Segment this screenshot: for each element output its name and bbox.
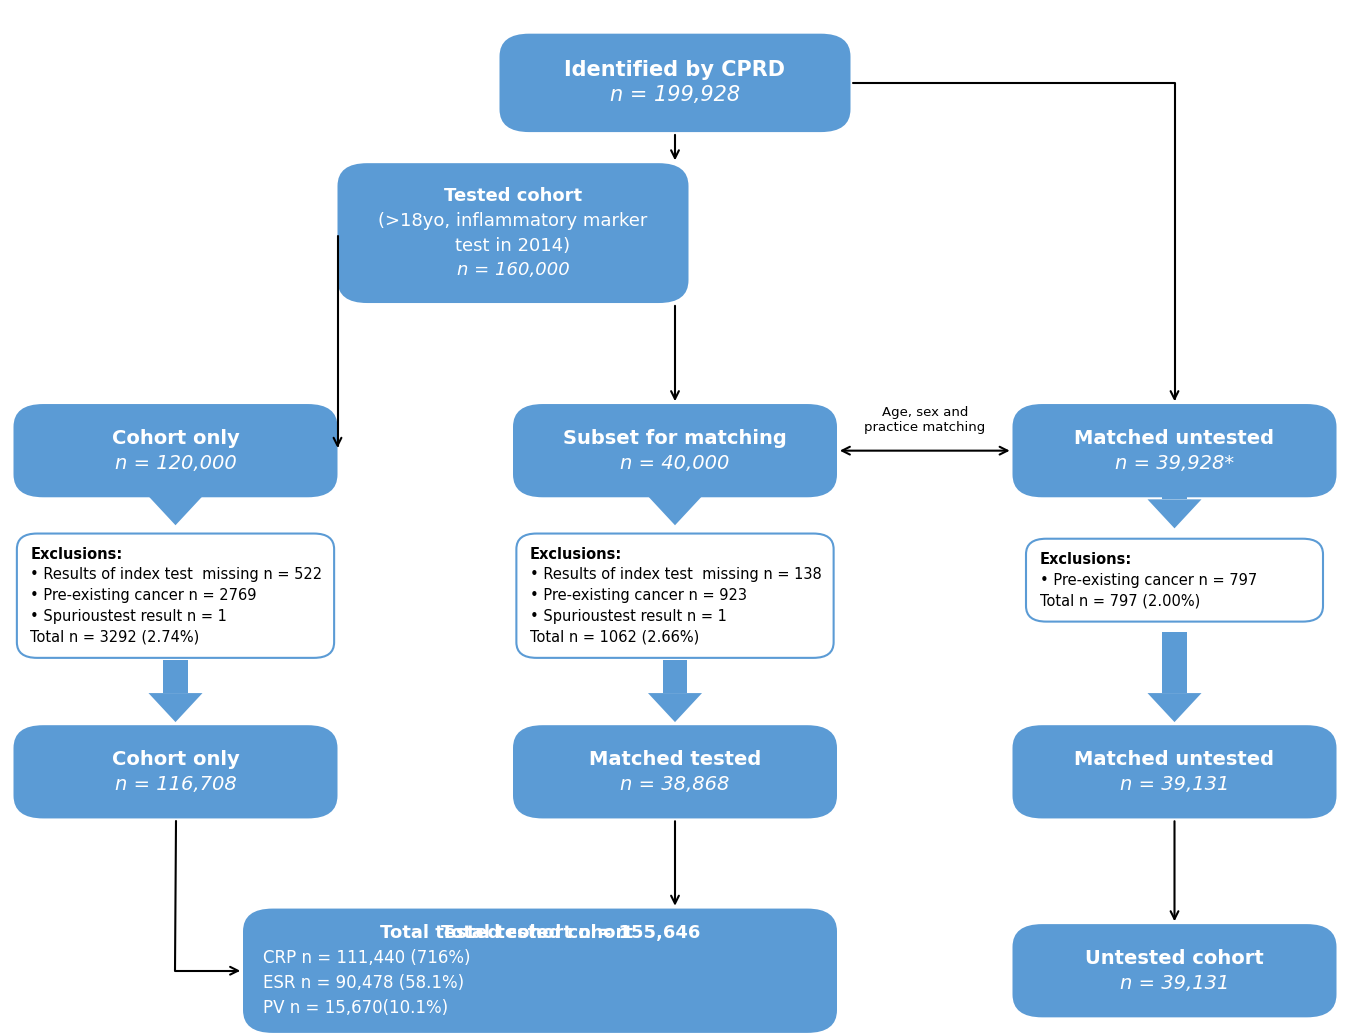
Text: n = 40,000: n = 40,000 bbox=[620, 454, 730, 472]
Text: ESR n = 90,478 (58.1%): ESR n = 90,478 (58.1%) bbox=[263, 974, 464, 992]
Text: Total n = 797 (2.00%): Total n = 797 (2.00%) bbox=[1040, 594, 1200, 608]
Text: n = 39,928*: n = 39,928* bbox=[1115, 454, 1234, 472]
Text: • Pre-existing cancer n = 923: • Pre-existing cancer n = 923 bbox=[529, 588, 747, 603]
FancyBboxPatch shape bbox=[516, 534, 833, 658]
Text: Tested cohort: Tested cohort bbox=[444, 186, 582, 205]
Text: • Spurioustest result n = 1: • Spurioustest result n = 1 bbox=[529, 609, 726, 624]
Text: n = 39,131: n = 39,131 bbox=[1119, 775, 1230, 794]
Polygon shape bbox=[1148, 693, 1202, 722]
Text: n = 160,000: n = 160,000 bbox=[456, 261, 570, 280]
FancyBboxPatch shape bbox=[1162, 497, 1187, 499]
Text: Matched untested: Matched untested bbox=[1075, 429, 1274, 448]
FancyBboxPatch shape bbox=[1026, 539, 1323, 622]
Polygon shape bbox=[148, 496, 202, 525]
Text: Total n = 3292 (2.74%): Total n = 3292 (2.74%) bbox=[31, 630, 200, 644]
FancyBboxPatch shape bbox=[1012, 404, 1336, 497]
Polygon shape bbox=[648, 693, 702, 722]
FancyBboxPatch shape bbox=[513, 725, 837, 818]
FancyBboxPatch shape bbox=[14, 725, 338, 818]
Text: n = 116,708: n = 116,708 bbox=[115, 775, 236, 794]
Text: Exclusions:: Exclusions: bbox=[529, 547, 622, 562]
Polygon shape bbox=[148, 693, 202, 722]
FancyBboxPatch shape bbox=[500, 34, 850, 133]
FancyBboxPatch shape bbox=[1162, 632, 1187, 693]
FancyBboxPatch shape bbox=[663, 660, 687, 693]
FancyBboxPatch shape bbox=[14, 404, 338, 497]
Text: • Results of index test  missing n = 138: • Results of index test missing n = 138 bbox=[529, 568, 822, 582]
Text: Total tested cohort n = 155,646: Total tested cohort n = 155,646 bbox=[379, 924, 701, 943]
Text: Exclusions:: Exclusions: bbox=[31, 547, 123, 562]
Text: Age, sex and
practice matching: Age, sex and practice matching bbox=[864, 405, 986, 434]
Text: Cohort only: Cohort only bbox=[112, 750, 239, 769]
Text: PV n = 15,670(10.1%): PV n = 15,670(10.1%) bbox=[263, 999, 448, 1017]
Text: n = 39,131: n = 39,131 bbox=[1119, 974, 1230, 992]
FancyBboxPatch shape bbox=[663, 496, 687, 497]
Text: Total n = 1062 (2.66%): Total n = 1062 (2.66%) bbox=[529, 630, 699, 644]
FancyBboxPatch shape bbox=[18, 534, 335, 658]
Text: • Results of index test  missing n = 522: • Results of index test missing n = 522 bbox=[31, 568, 323, 582]
FancyBboxPatch shape bbox=[1012, 924, 1336, 1017]
Polygon shape bbox=[1148, 499, 1202, 528]
Text: • Pre-existing cancer n = 2769: • Pre-existing cancer n = 2769 bbox=[31, 588, 256, 603]
Text: • Pre-existing cancer n = 797: • Pre-existing cancer n = 797 bbox=[1040, 573, 1257, 587]
FancyBboxPatch shape bbox=[1012, 725, 1336, 818]
Text: Matched tested: Matched tested bbox=[589, 750, 761, 769]
Text: CRP n = 111,440 (716%): CRP n = 111,440 (716%) bbox=[263, 949, 471, 968]
Text: Cohort only: Cohort only bbox=[112, 429, 239, 448]
Text: (>18yo, inflammatory marker: (>18yo, inflammatory marker bbox=[378, 211, 648, 230]
Text: n = 38,868: n = 38,868 bbox=[620, 775, 730, 794]
Text: Exclusions:: Exclusions: bbox=[1040, 552, 1131, 567]
Text: Identified by CPRD: Identified by CPRD bbox=[564, 60, 786, 81]
Text: n = 120,000: n = 120,000 bbox=[115, 454, 236, 472]
FancyBboxPatch shape bbox=[163, 660, 188, 693]
Text: n = 199,928: n = 199,928 bbox=[610, 85, 740, 106]
Text: Matched untested: Matched untested bbox=[1075, 750, 1274, 769]
Text: test in 2014): test in 2014) bbox=[455, 236, 571, 255]
Text: Subset for matching: Subset for matching bbox=[563, 429, 787, 448]
Polygon shape bbox=[648, 496, 702, 525]
Text: Untested cohort: Untested cohort bbox=[1085, 949, 1264, 968]
Text: Total tested cohort n = 155,646: Total tested cohort n = 155,646 bbox=[379, 924, 701, 943]
FancyBboxPatch shape bbox=[243, 909, 837, 1033]
FancyBboxPatch shape bbox=[513, 404, 837, 497]
Text: Total tested cohort: Total tested cohort bbox=[441, 924, 639, 943]
FancyBboxPatch shape bbox=[163, 496, 188, 497]
FancyBboxPatch shape bbox=[338, 164, 688, 304]
Text: • Spurioustest result n = 1: • Spurioustest result n = 1 bbox=[31, 609, 227, 624]
